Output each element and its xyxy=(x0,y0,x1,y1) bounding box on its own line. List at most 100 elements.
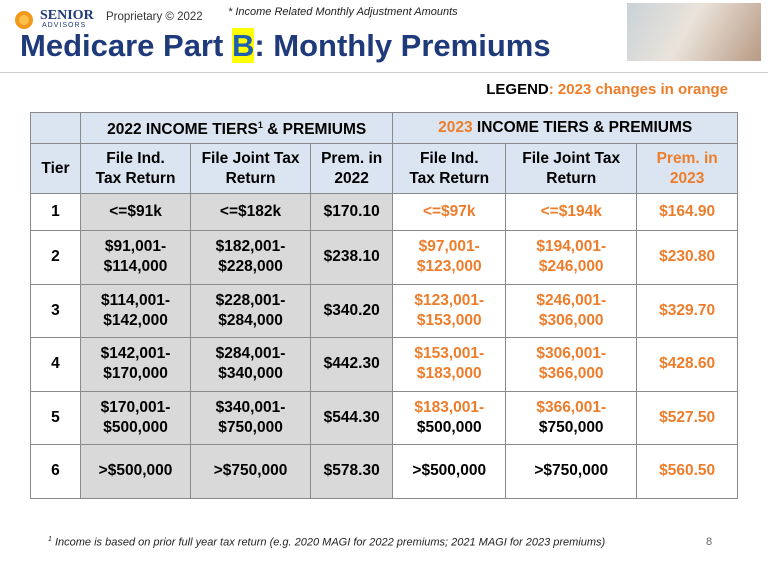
title-highlight: B xyxy=(231,28,255,63)
cell-line: 5 xyxy=(51,408,60,426)
column-header: Prem. in 2023 xyxy=(636,143,738,194)
title-text: : Monthly Premiums xyxy=(254,28,551,63)
value-cell: <=$91k xyxy=(79,193,192,231)
cell-line: >$500,000 xyxy=(98,462,173,480)
logo-sun xyxy=(15,11,33,29)
cell-line: <=$97k xyxy=(422,203,476,220)
value-cell: $340.20 xyxy=(309,283,394,338)
cell-line: 2023 xyxy=(669,169,705,187)
value-cell: $306,001- $366,000 xyxy=(505,337,638,392)
cell-line: Tax Return xyxy=(95,169,176,187)
cell-line: $114,000 xyxy=(103,258,168,276)
cell-line: $228,001- xyxy=(215,291,286,309)
cell-line: $306,000 xyxy=(538,311,604,329)
proprietary: Proprietary © 2022 xyxy=(106,11,203,23)
value-cell: $238.10 xyxy=(309,230,394,285)
value-cell: $142,001- $170,000 xyxy=(79,337,192,392)
value-cell: $170,001- $500,000 xyxy=(79,390,192,445)
cell-line: 6 xyxy=(51,462,60,480)
table-body: 1 <=$91k <=$182k $170.10 <=$97k <=$194k $164.9… xyxy=(30,193,738,499)
value-cell: $164.90 xyxy=(636,193,738,231)
cell-line: $500,000 xyxy=(416,418,482,436)
tier-cell: 4 xyxy=(30,337,81,392)
column-header: Prem. in 2022 xyxy=(309,143,394,194)
photo xyxy=(627,3,761,61)
value-cell: $114,001- $142,000 xyxy=(79,283,192,338)
value-cell: $284,001- $340,000 xyxy=(190,337,311,392)
divider xyxy=(0,72,768,73)
table-head: 2022 INCOME TIERS1 & PREMIUMS 2023 INCOM… xyxy=(30,112,738,194)
value-cell: $182,001- $228,000 xyxy=(190,230,311,285)
value-cell: $228,001- $284,000 xyxy=(190,283,311,338)
cell-line: File Ind. xyxy=(419,149,479,167)
group-year: 2023 xyxy=(438,119,473,136)
value-cell: $230.80 xyxy=(636,230,738,285)
table-row: 3 $114,001- $142,000 $228,001- $284,000 $340.… xyxy=(30,283,738,338)
page-number: 8 xyxy=(706,536,713,548)
value-cell: $123,001- $153,000 xyxy=(392,283,507,338)
cell-line: File Ind. xyxy=(106,149,165,167)
cell-line: $246,000 xyxy=(538,258,604,276)
cell-line: 2022 xyxy=(334,169,369,187)
tier-cell: 3 xyxy=(30,283,81,338)
cell-line: Prem. in xyxy=(656,149,718,167)
cell-line: $230.80 xyxy=(659,248,716,266)
title-text: Medicare Part xyxy=(20,28,232,63)
cell-line: >$500,000 xyxy=(412,462,487,480)
table-row: 2 $91,001- $114,000 $182,001- $228,000 $238.1… xyxy=(30,230,738,285)
cell-line: $284,001- xyxy=(215,345,286,363)
column-header: File Joint Tax Return xyxy=(505,143,638,194)
cell-line: $560.50 xyxy=(659,462,716,480)
group-2022: 2022 INCOME TIERS1 & PREMIUMS xyxy=(79,112,394,144)
value-cell: >$500,000 xyxy=(392,444,507,499)
cell-line: Tier xyxy=(41,159,70,177)
value-cell: $544.30 xyxy=(309,390,394,445)
cell-line: $97,001- xyxy=(418,238,480,256)
cell-line: $153,000 xyxy=(416,311,482,329)
cell-line: <=$182k xyxy=(219,203,282,220)
cell-line: 4 xyxy=(51,355,60,373)
cell-line: $170.10 xyxy=(323,203,380,220)
premium-table: 2022 INCOME TIERS1 & PREMIUMS 2023 INCOM… xyxy=(30,112,738,499)
legend: LEGEND: 2023 changes in orange xyxy=(486,81,728,98)
legend-label: LEGEND xyxy=(486,81,549,98)
value-cell: $194,001- $246,000 xyxy=(505,230,638,285)
value-cell: $153,001- $183,000 xyxy=(392,337,507,392)
column-row: Tier File Ind. Tax Return File Joint Tax Ret… xyxy=(30,143,738,194)
cell-line: $329.70 xyxy=(659,301,716,319)
empty-cell xyxy=(30,112,81,144)
value-cell: <=$97k xyxy=(392,193,507,231)
value-cell: $428.60 xyxy=(636,337,738,392)
cell-line: $153,001- xyxy=(414,345,485,363)
value-cell: $442.30 xyxy=(309,337,394,392)
cell-line: $246,001- xyxy=(536,291,607,309)
cell-line: $366,000 xyxy=(538,365,604,383)
group-text: INCOME TIERS & PREMIUMS xyxy=(472,119,693,136)
cell-line: Return xyxy=(546,169,597,187)
cell-line: >$750,000 xyxy=(213,462,288,480)
footnote-sup: 1 xyxy=(48,536,52,543)
tier-cell: 2 xyxy=(30,230,81,285)
cell-line: $428.60 xyxy=(659,355,716,373)
value-cell: >$750,000 xyxy=(190,444,311,499)
cell-line: $183,001- xyxy=(414,398,485,416)
table-row: 6 >$500,000 >$750,000 $578.30 >$500,000 >$750… xyxy=(30,444,738,499)
logo-bottom: ADVISORS xyxy=(42,22,87,29)
title: Medicare Part B: Monthly Premiums xyxy=(20,28,551,64)
group-2023: 2023 INCOME TIERS & PREMIUMS xyxy=(392,112,738,144)
column-header: File Joint Tax Return xyxy=(190,143,311,194)
cell-line: $142,000 xyxy=(103,311,168,329)
cell-line: >$750,000 xyxy=(534,462,609,480)
cell-line: $123,001- xyxy=(414,291,485,309)
note: * Income Related Monthly Adjustment Amou… xyxy=(228,6,458,18)
table-row: 4 $142,001- $170,000 $284,001- $340,000 $442.… xyxy=(30,337,738,392)
value-cell: >$500,000 xyxy=(79,444,192,499)
value-cell: <=$182k xyxy=(190,193,311,231)
cell-line: $182,001- xyxy=(215,238,286,256)
cell-line: $366,001- xyxy=(536,398,607,416)
tier-cell: 6 xyxy=(30,444,81,499)
legend-text: : 2023 changes in orange xyxy=(548,81,728,98)
column-header: Tier xyxy=(30,143,81,194)
cell-line: $238.10 xyxy=(323,248,380,266)
